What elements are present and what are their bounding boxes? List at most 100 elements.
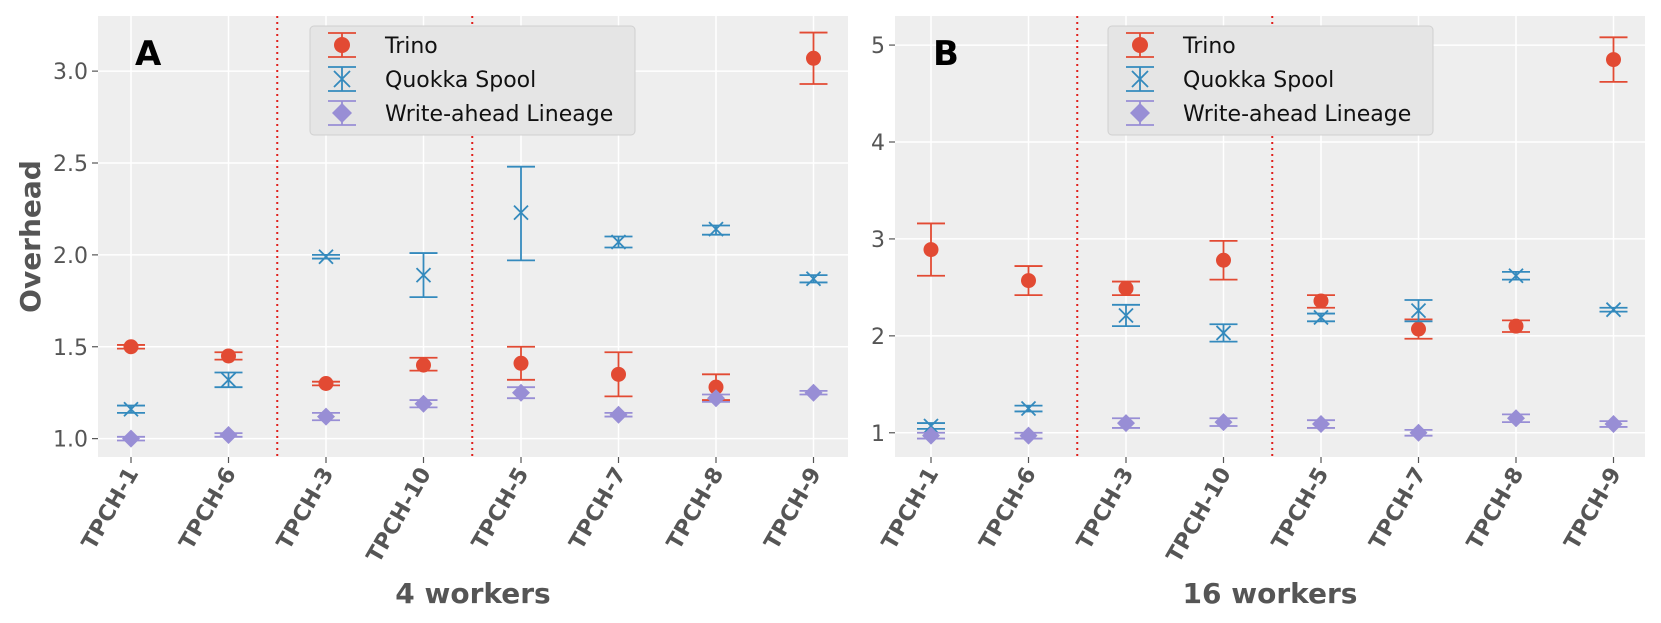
- data-point: [1118, 280, 1134, 296]
- data-point: [611, 366, 626, 382]
- legend-label: Write-ahead Lineage: [1183, 102, 1411, 127]
- x-tick-label: TPCH-9: [760, 464, 827, 555]
- legend-label: Quokka Spool: [1183, 68, 1334, 93]
- legend-entry: Trino: [328, 32, 438, 59]
- data-point: [1020, 400, 1037, 417]
- x-tick-label: TPCH-5: [1267, 464, 1334, 555]
- data-point: [805, 271, 822, 287]
- data-point: [1411, 321, 1426, 337]
- y-tick-label: 1.0: [53, 428, 88, 453]
- series-trino: [117, 31, 828, 401]
- data-point: [1019, 426, 1038, 445]
- y-tick-label: 2.5: [53, 152, 88, 177]
- data-point: [1409, 423, 1428, 442]
- x-tick-label: TPCH-10: [1162, 464, 1236, 568]
- data-point: [1313, 293, 1329, 309]
- x-tick-label: TPCH-9: [1560, 464, 1627, 555]
- x-tick-label: TPCH-1: [77, 464, 144, 555]
- x-tick-label: TPCH-8: [1462, 464, 1529, 555]
- x-tick-label: TPCH-3: [1072, 464, 1139, 555]
- data-point: [708, 221, 724, 237]
- data-point: [1605, 302, 1622, 318]
- data-point: [318, 249, 334, 265]
- legend-marker: [332, 103, 352, 123]
- data-point: [1508, 268, 1524, 284]
- data-point: [806, 50, 821, 66]
- x-tick-label: TPCH-6: [975, 464, 1042, 555]
- legend-marker: [1131, 70, 1149, 88]
- x-tick-label: TPCH-10: [362, 464, 436, 568]
- data-point: [1216, 252, 1231, 268]
- data-point: [416, 357, 431, 373]
- data-point: [415, 267, 432, 283]
- data-point: [513, 204, 529, 221]
- data-point: [804, 383, 823, 402]
- x-axis-label: 4 workers: [395, 577, 550, 610]
- chart-panel-a: 1.0 1.5 2.0 2.5 3.0 TPCH-1 TPCH-6 TPCH-3 TPCH-10…: [14, 16, 848, 610]
- data-point: [610, 234, 627, 250]
- legend-box: [1107, 25, 1434, 136]
- data-point: [123, 339, 139, 355]
- data-point: [219, 425, 238, 444]
- data-point: [318, 376, 334, 391]
- legend-box: [309, 25, 636, 136]
- data-point: [1118, 307, 1134, 324]
- y-axis-label: Overhead: [14, 160, 47, 313]
- legend-entry: Write-ahead Lineage: [328, 100, 613, 127]
- data-point: [923, 418, 939, 434]
- series-quokka-spool: [917, 268, 1628, 434]
- data-point: [123, 401, 139, 417]
- y-tick-label: 3: [871, 228, 885, 253]
- panel-label: B: [933, 34, 959, 74]
- legend-marker: [1130, 103, 1150, 123]
- series-quokka-spool: [117, 165, 828, 417]
- y-tick-label: 5: [871, 34, 885, 59]
- y-tick-label: 1: [871, 422, 885, 447]
- legend-label: Trino: [1182, 34, 1236, 59]
- data-point: [1604, 415, 1623, 434]
- x-tick-label: TPCH-8: [662, 464, 729, 555]
- data-point: [1214, 413, 1233, 432]
- legend: Trino Quokka Spool Write-ahead Lineage: [1107, 25, 1434, 136]
- legend-entry: Trino: [1126, 32, 1236, 59]
- x-tick-label: TPCH-5: [467, 464, 534, 555]
- series-write-ahead-lineage: [917, 409, 1628, 445]
- data-point: [1508, 318, 1524, 334]
- y-tick-label: 3.0: [53, 60, 88, 85]
- x-tick-label: TPCH-3: [272, 464, 339, 555]
- data-point: [1117, 414, 1135, 433]
- legend-marker: [1132, 37, 1148, 53]
- legend-label: Trino: [384, 34, 438, 59]
- data-point: [414, 394, 433, 413]
- panel-label: A: [135, 34, 162, 74]
- x-axis-label: 16 workers: [1183, 577, 1358, 610]
- x-tick-label: TPCH-7: [1365, 464, 1432, 555]
- data-point: [1215, 325, 1232, 341]
- data-point: [122, 429, 140, 448]
- data-point: [1312, 415, 1330, 434]
- x-tick-label: TPCH-1: [877, 464, 944, 555]
- data-point: [513, 355, 529, 371]
- legend-entry: Quokka Spool: [328, 66, 536, 93]
- data-point: [922, 426, 940, 445]
- data-point: [609, 405, 628, 424]
- data-point: [317, 407, 335, 426]
- y-tick-label: 2: [871, 325, 885, 350]
- data-point: [220, 372, 237, 388]
- legend: Trino Quokka Spool Write-ahead Lineage: [309, 25, 636, 136]
- legend-marker: [334, 37, 350, 53]
- x-tick-label: TPCH-7: [565, 464, 632, 555]
- data-point: [1606, 52, 1621, 68]
- y-tick-label: 2.0: [53, 244, 88, 269]
- legend-label: Quokka Spool: [385, 68, 536, 93]
- y-tick-label: 4: [871, 131, 885, 156]
- chart-panel-b: 1 2 3 4 5 TPCH-1 TPCH-6 TPCH-3 TPCH-10 TPCH-5 TPCH…: [871, 16, 1645, 610]
- series-trino: [917, 36, 1628, 340]
- legend-entry: Quokka Spool: [1126, 66, 1334, 93]
- data-point: [923, 242, 939, 258]
- legend-label: Write-ahead Lineage: [385, 102, 613, 127]
- data-point: [1313, 309, 1329, 326]
- data-point: [1507, 409, 1525, 428]
- legend-marker: [333, 70, 351, 88]
